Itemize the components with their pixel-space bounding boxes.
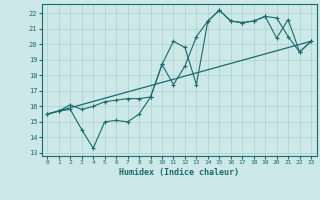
X-axis label: Humidex (Indice chaleur): Humidex (Indice chaleur) [119, 168, 239, 177]
